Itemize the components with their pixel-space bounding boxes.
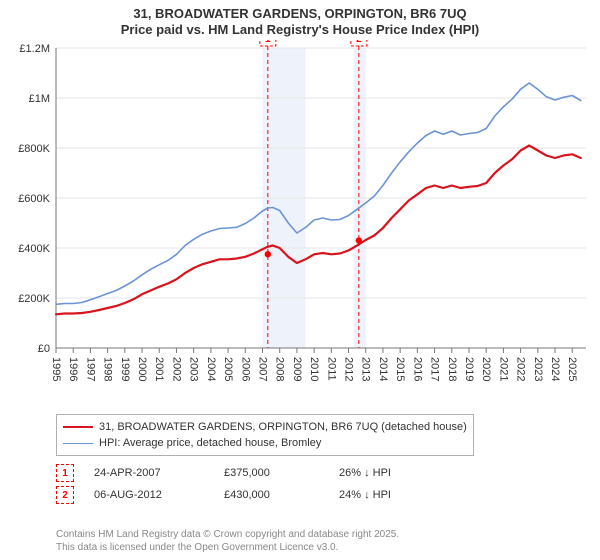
y-tick-label: £1M [29, 93, 50, 105]
chart-svg: £0 £200K £400K £600K £800K £1M £1.2M 1995 1996 19… [6, 40, 594, 400]
x-tick-label: 2004 [205, 357, 217, 381]
transaction-date: 24-APR-2007 [94, 467, 224, 479]
series-hpi [56, 83, 581, 304]
x-tick-label: 2013 [360, 357, 372, 381]
transaction-price: £430,000 [224, 489, 339, 501]
x-tick-label: 2002 [170, 357, 182, 381]
transaction-marker-label: 1 [265, 40, 271, 45]
chart-title-line2: Price paid vs. HM Land Registry's House … [0, 22, 600, 38]
y-tick-label: £400K [18, 243, 50, 255]
transaction-marker: 1 [56, 464, 74, 482]
x-tick-label: 2022 [515, 357, 527, 381]
chart-title-line1: 31, BROADWATER GARDENS, ORPINGTON, BR6 7… [0, 6, 600, 22]
x-tick-label: 2009 [291, 357, 303, 381]
x-tick-label: 2019 [463, 357, 475, 381]
x-tick-label: 2014 [377, 357, 389, 381]
x-tick-label: 1995 [50, 357, 62, 381]
transaction-row: 1 24-APR-2007£375,00026% ↓ HPI [56, 462, 459, 484]
x-tick-label: 2008 [274, 357, 286, 381]
y-tick-label: £800K [18, 143, 50, 155]
transaction-marker: 2 [56, 486, 74, 504]
y-tick-label: £200K [18, 293, 50, 305]
x-tick-label: 2006 [239, 357, 251, 381]
x-tick-label: 2020 [480, 357, 492, 381]
transaction-delta: 24% ↓ HPI [339, 489, 459, 501]
chart-title-block: 31, BROADWATER GARDENS, ORPINGTON, BR6 7… [0, 0, 600, 39]
transaction-delta: 26% ↓ HPI [339, 467, 459, 479]
x-tick-label: 2010 [308, 357, 320, 381]
transaction-price: £375,000 [224, 467, 339, 479]
x-tick-label: 2005 [222, 357, 234, 381]
x-tick-label: 2016 [411, 357, 423, 381]
x-tick-label: 2003 [188, 357, 200, 381]
transaction-row: 2 06-AUG-2012£430,00024% ↓ HPI [56, 484, 459, 506]
series-price_paid [56, 146, 581, 315]
x-tick-label: 2024 [549, 357, 561, 381]
transaction-marker-label: 2 [356, 40, 362, 45]
x-tick-label: 2018 [446, 357, 458, 381]
legend-item: 31, BROADWATER GARDENS, ORPINGTON, BR6 7… [63, 419, 467, 435]
y-tick-label: £1.2M [19, 43, 50, 55]
y-tick-label: £0 [38, 343, 50, 355]
transactions-block: 1 24-APR-2007£375,00026% ↓ HPI 2 06-AUG-201… [56, 462, 459, 506]
footer-attribution: Contains HM Land Registry data © Crown c… [56, 528, 399, 554]
legend: 31, BROADWATER GARDENS, ORPINGTON, BR6 7… [56, 414, 474, 456]
x-tick-label: 2007 [256, 357, 268, 381]
legend-swatch [63, 426, 93, 428]
footer-line2: This data is licensed under the Open Gov… [56, 541, 399, 554]
x-tick-label: 2021 [497, 357, 509, 381]
x-tick-label: 2023 [532, 357, 544, 381]
sale-point [356, 237, 362, 243]
x-tick-label: 2012 [343, 357, 355, 381]
legend-swatch [63, 443, 93, 444]
page-root: 31, BROADWATER GARDENS, ORPINGTON, BR6 7… [0, 0, 600, 560]
chart-area: £0 £200K £400K £600K £800K £1M £1.2M 1995 1996 19… [6, 40, 594, 400]
x-tick-label: 2001 [153, 357, 165, 381]
x-tick-label: 1997 [84, 357, 96, 381]
x-tick-label: 2000 [136, 357, 148, 381]
x-tick-label: 2017 [429, 357, 441, 381]
x-tick-label: 2015 [394, 357, 406, 381]
x-tick-label: 2025 [566, 357, 578, 381]
footer-line1: Contains HM Land Registry data © Crown c… [56, 528, 399, 541]
legend-label: HPI: Average price, detached house, Brom… [99, 435, 321, 451]
legend-item: HPI: Average price, detached house, Brom… [63, 435, 467, 451]
x-tick-label: 1999 [119, 357, 131, 381]
x-tick-label: 2011 [325, 357, 337, 381]
x-tick-label: 1998 [102, 357, 114, 381]
x-tick-label: 1996 [67, 357, 79, 381]
legend-label: 31, BROADWATER GARDENS, ORPINGTON, BR6 7… [99, 419, 467, 435]
sale-point [265, 251, 271, 257]
transaction-date: 06-AUG-2012 [94, 489, 224, 501]
y-tick-label: £600K [18, 193, 50, 205]
